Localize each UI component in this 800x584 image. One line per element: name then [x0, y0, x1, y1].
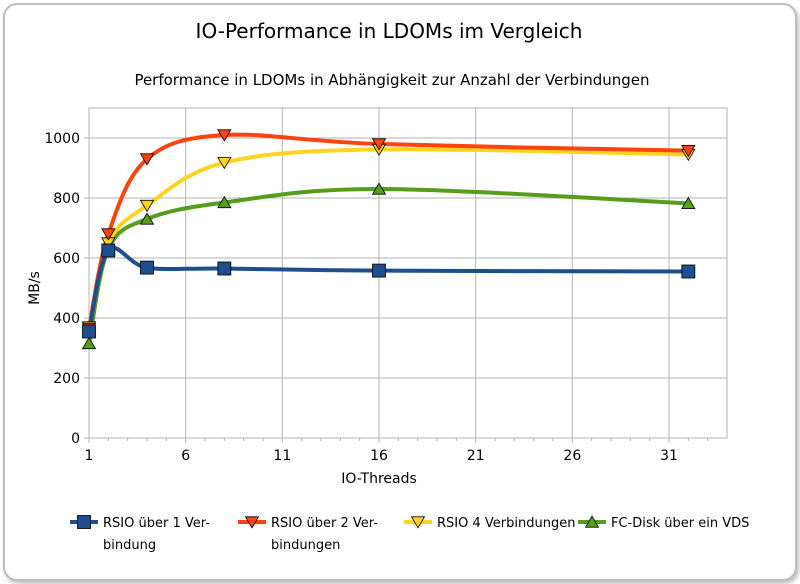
legend-marker: [244, 516, 260, 529]
axes: [84, 107, 728, 443]
data-point: [101, 243, 116, 258]
plot-border: [88, 107, 728, 439]
legend-label: RSIO über 2 Ver-: [271, 516, 378, 531]
data-point: [372, 263, 386, 278]
data-point: [217, 195, 232, 209]
legend-label: FC-Disk über ein VDS: [611, 516, 749, 531]
y-tick-label: 0: [71, 431, 80, 447]
y-axis-label: MB/s: [27, 271, 43, 305]
data-point: [681, 196, 696, 210]
data-point: [217, 261, 232, 276]
x-tick-label: 26: [563, 448, 581, 464]
y-tick-label: 800: [53, 191, 80, 207]
legend-marker: [584, 515, 600, 528]
y-tick-label: 400: [53, 311, 80, 327]
x-tick-label: 31: [660, 448, 678, 464]
x-tick-label: 11: [273, 448, 291, 464]
legend-label: bindung: [103, 538, 156, 553]
legend-marker: [77, 515, 91, 529]
series-line: [87, 147, 691, 329]
data-point: [139, 199, 155, 213]
chart-subtitle: Performance in LDOMs in Abhängigkeit zur…: [134, 71, 649, 89]
legend-marker: [410, 516, 426, 529]
data-point: [371, 138, 387, 151]
data-point: [371, 182, 387, 195]
data-point: [101, 228, 116, 241]
data-point: [139, 212, 155, 225]
data-point: [681, 144, 696, 158]
chart-frame: [3, 3, 797, 581]
y-tick-label: 200: [53, 371, 80, 387]
plot-area: [81, 129, 696, 350]
x-tick-label: 6: [181, 448, 190, 464]
legend-label: RSIO 4 Verbindungen: [437, 516, 575, 531]
x-tick-label: 16: [370, 448, 388, 464]
y-tick-label: 600: [53, 251, 80, 267]
y-tick-label: 1000: [44, 131, 80, 147]
series-line: [87, 246, 691, 334]
data-point: [81, 336, 97, 350]
series-line: [87, 186, 691, 346]
series-line: [87, 132, 691, 331]
data-point: [217, 156, 232, 170]
x-tick-label: 1: [85, 448, 94, 464]
data-point: [681, 264, 696, 279]
data-point: [217, 129, 232, 142]
legend-label: RSIO über 1 Ver-: [103, 516, 210, 531]
data-point: [82, 324, 96, 339]
data-point: [139, 153, 155, 166]
legend-label: bindungen: [271, 538, 340, 553]
chart-title: IO-Performance in LDOMs im Vergleich: [196, 19, 583, 43]
x-axis-label: IO-Threads: [341, 471, 417, 487]
legend: RSIO über 1 Ver-bindung RSIO über 2 Ver-b…: [70, 515, 749, 553]
x-tick-label: 21: [467, 448, 485, 464]
data-point: [140, 260, 154, 275]
